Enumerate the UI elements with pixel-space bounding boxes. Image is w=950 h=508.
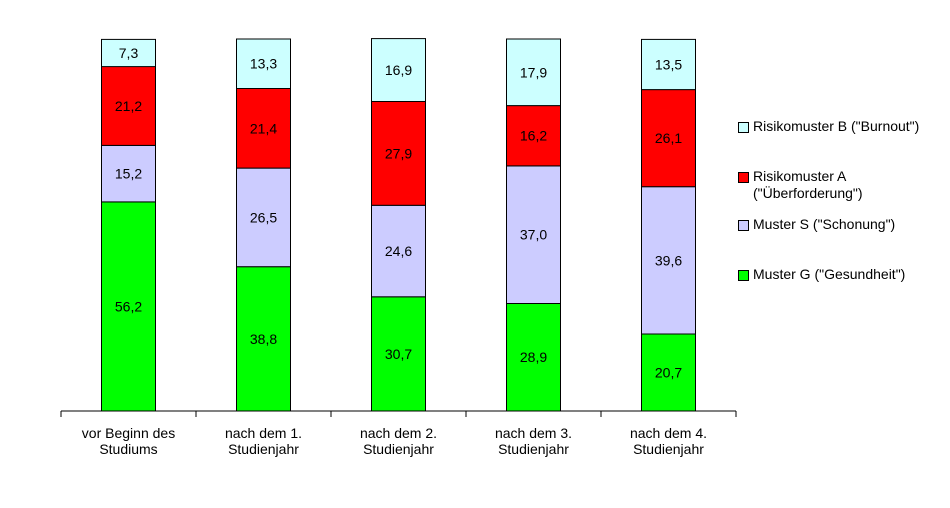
category-label: nach dem 4.	[630, 425, 707, 441]
data-label: 30,7	[385, 346, 412, 362]
bar-segment-4-5	[641, 38, 696, 91]
legend-label: Risikomuster B ("Burnout")	[753, 118, 920, 134]
data-label: 21,2	[115, 98, 142, 114]
bar-segment-2-1	[101, 144, 156, 203]
legend-swatch	[738, 172, 749, 183]
bar-segment-4-2	[236, 38, 291, 89]
data-label: 37,0	[520, 227, 547, 243]
data-label: 28,9	[520, 349, 547, 365]
category-label: nach dem 2.	[360, 425, 437, 441]
bar-segment-4-4	[506, 38, 561, 107]
legend-label: Risikomuster A ("Überforderung")	[753, 168, 863, 201]
data-label: 24,6	[385, 243, 412, 259]
category-label: Studienjahr	[633, 441, 704, 457]
legend-label: Muster S ("Schonung")	[753, 216, 896, 232]
data-label: 13,3	[250, 56, 277, 72]
bar-segment-4-3	[371, 38, 426, 102]
data-label: 16,9	[385, 62, 412, 78]
legend-label: Muster G ("Gesundheit")	[753, 266, 906, 282]
data-label: 20,7	[655, 365, 682, 381]
data-label: 7,3	[119, 45, 139, 61]
legend-swatch	[738, 122, 749, 133]
bar-segment-3-4	[506, 105, 561, 167]
data-label: 38,8	[250, 331, 277, 347]
category-label: nach dem 1.	[225, 425, 302, 441]
legend-item: Risikomuster B ("Burnout")	[738, 118, 919, 135]
bar-segment-1-1	[101, 201, 156, 412]
data-label: 39,6	[655, 252, 682, 268]
bar-segment-2-5	[641, 186, 696, 335]
bar-segment-3-2	[236, 88, 291, 169]
legend-swatch	[738, 220, 749, 231]
bar-segment-1-2	[236, 266, 291, 412]
category-label: vor Beginn des	[82, 425, 175, 441]
data-label: 27,9	[385, 145, 412, 161]
x-axis	[60, 410, 737, 417]
bar-segment-3-5	[641, 89, 696, 188]
data-label: 13,5	[655, 57, 682, 73]
data-label: 17,9	[520, 64, 547, 80]
category-label: Studienjahr	[363, 441, 434, 457]
category-label: Studienjahr	[228, 441, 299, 457]
bar-segment-2-2	[236, 167, 291, 268]
data-label: 21,4	[250, 120, 277, 136]
category-label: Studiums	[99, 441, 157, 457]
stacked-bar-chart: 56,2 15,2 21,2 7,3 38,8 26,5 21,4 13,3 30,7 24,6 2…	[60, 38, 737, 457]
data-label: 26,1	[655, 130, 682, 146]
data-label: 15,2	[115, 166, 142, 182]
bar-segment-2-3	[371, 204, 426, 298]
category-label: nach dem 3.	[495, 425, 572, 441]
legend: Risikomuster B ("Burnout") Risikomuster A…	[738, 0, 950, 508]
data-label: 26,5	[250, 209, 277, 225]
bar-segment-1-5	[641, 333, 696, 412]
data-label: 56,2	[115, 299, 142, 315]
category-label: Studienjahr	[498, 441, 569, 457]
legend-item: Muster S ("Schonung")	[738, 216, 895, 233]
legend-swatch	[738, 270, 749, 281]
data-label: 16,2	[520, 128, 547, 144]
bar-segment-4-1	[101, 38, 156, 68]
legend-item: Muster G ("Gesundheit")	[738, 266, 905, 283]
bar-segments	[101, 38, 696, 412]
bar-segment-3-3	[371, 101, 426, 206]
legend-item: Risikomuster A ("Überforderung")	[738, 168, 863, 202]
data-labels: 56,2 15,2 21,2 7,3 38,8 26,5 21,4 13,3 30,7 24,6 2…	[115, 45, 682, 381]
